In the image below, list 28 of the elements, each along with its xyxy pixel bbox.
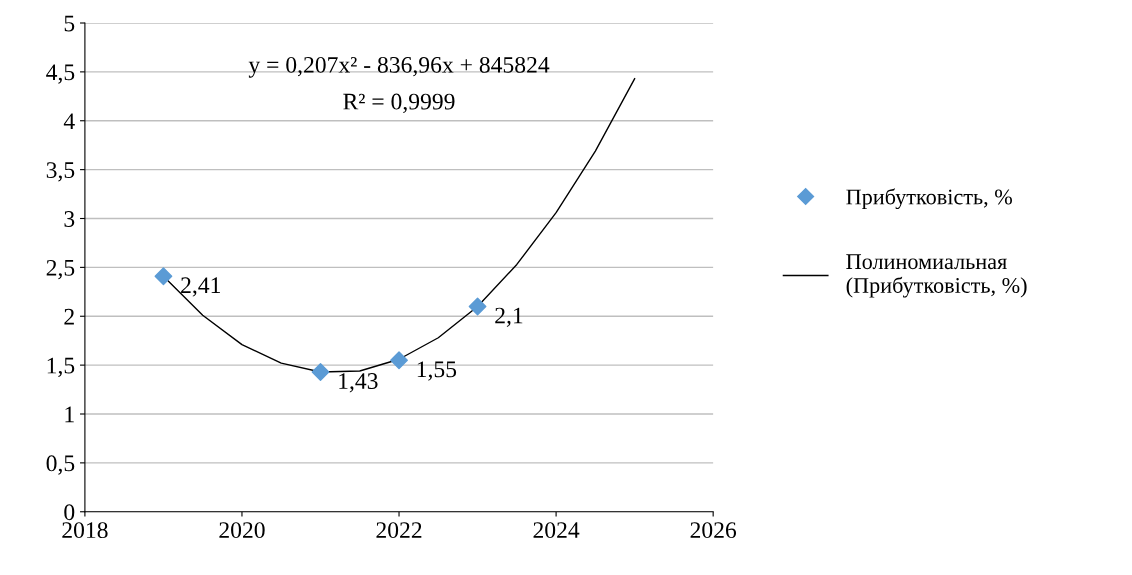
annotation: R² = 0,9999 bbox=[343, 93, 455, 113]
point bbox=[311, 363, 330, 381]
point bbox=[468, 297, 487, 316]
y-tick-label: 0,5 bbox=[46, 455, 75, 475]
y-tick-label: 2,5 bbox=[46, 259, 75, 280]
annotation: y = 0,207x² - 836,96x + 845824 bbox=[248, 56, 550, 78]
y-tick-label: 4 bbox=[63, 113, 75, 129]
data-label: 2,41 bbox=[181, 277, 220, 297]
y-tick-label: 4,5 bbox=[46, 64, 75, 84]
x-tick-label: 2020 bbox=[219, 522, 265, 539]
data-label: 2,1 bbox=[495, 307, 523, 327]
y-tick-label: 3,5 bbox=[46, 162, 75, 182]
y-tick-label: 1 bbox=[65, 406, 74, 423]
x-tick-label: 2022 bbox=[376, 522, 422, 539]
point bbox=[154, 267, 173, 286]
point bbox=[390, 351, 408, 370]
y-tick-label: 5 bbox=[64, 15, 75, 32]
y-tick-label: 1,5 bbox=[47, 357, 75, 377]
x-tick-label: 2018 bbox=[62, 522, 108, 539]
y-tick-label: 2 bbox=[64, 308, 74, 325]
data-label: 1,55 bbox=[417, 361, 457, 381]
y-tick-label: 3 bbox=[64, 211, 75, 227]
x-tick-label: 2024 bbox=[533, 522, 580, 539]
legend-label: Прибутковість, % bbox=[846, 188, 1012, 210]
y-tick-label: 0 bbox=[64, 504, 75, 521]
data-label: 1,43 bbox=[339, 373, 378, 393]
x-tick-label: 2026 bbox=[690, 522, 737, 539]
legend-label: Полиномиальная (Прибутковість, %) bbox=[846, 254, 1027, 298]
